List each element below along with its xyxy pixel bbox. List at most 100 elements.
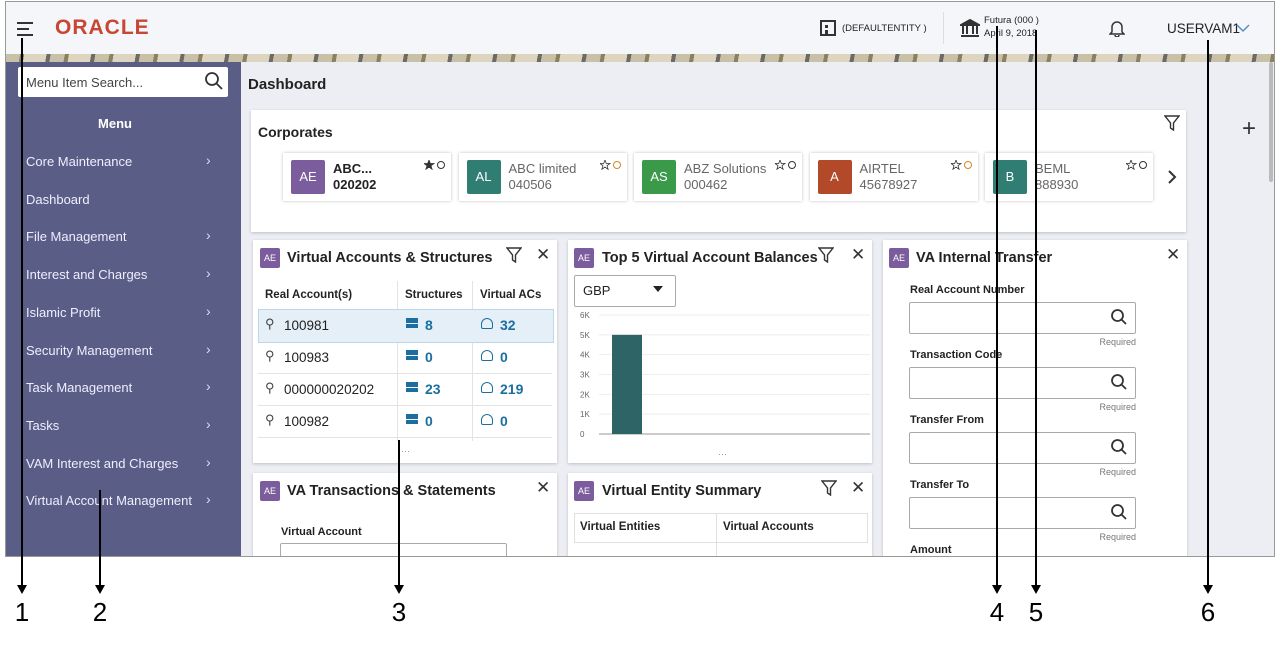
branch[interactable]: Futura (000 ) [984, 15, 1039, 26]
corporate-initials: A [817, 160, 852, 194]
field-label: Real Account Number [910, 284, 1025, 296]
favorite-icons[interactable] [424, 160, 446, 170]
menu-chevron: › [206, 152, 211, 168]
callout-arrowhead [95, 585, 105, 594]
favorite-icons[interactable] [775, 160, 797, 170]
menu-chevron: › [206, 227, 211, 244]
widget-title: Top 5 Virtual Account Balances [602, 250, 818, 266]
filter[interactable] [1164, 115, 1180, 131]
menu-chevron: › [206, 491, 211, 508]
virtual-acs-count[interactable]: 0 [500, 413, 508, 429]
widget-title: VA Transactions & Statements [287, 483, 496, 499]
search-icon[interactable] [205, 72, 223, 90]
structures-icon [406, 318, 418, 328]
search-icon[interactable] [1111, 439, 1127, 455]
close[interactable]: ✕ [851, 478, 866, 497]
corporate-id: 000462 [684, 177, 728, 192]
close[interactable]: ✕ [536, 478, 551, 497]
search-icon[interactable] [1111, 504, 1127, 520]
favorite-icons[interactable] [599, 160, 622, 170]
scrollbar[interactable] [1269, 62, 1273, 182]
vac-icon [481, 318, 493, 329]
real-account: 100981 [284, 318, 330, 333]
account-icon: ⚲ [265, 380, 275, 395]
col-divider [472, 281, 473, 441]
lookup-input[interactable] [909, 367, 1136, 399]
user-menu[interactable]: USERVAM1 [1167, 21, 1241, 36]
table-row[interactable] [258, 341, 552, 374]
menu-item[interactable]: Tasks [26, 417, 60, 433]
corporate-name: AIRTEL [859, 161, 905, 176]
structures-count[interactable]: 8 [425, 317, 433, 333]
menu-item[interactable]: Virtual Account Management [26, 493, 192, 509]
lookup-input[interactable] [909, 302, 1136, 334]
menu-search[interactable] [18, 67, 228, 97]
y-tick-label: 4K [580, 351, 590, 360]
summary-header [574, 513, 868, 543]
virtual-acs-count[interactable]: 32 [500, 317, 516, 333]
callout-arrowhead [1031, 585, 1041, 594]
menu-item[interactable]: Security Management [26, 342, 153, 358]
field-label: Transfer To [910, 479, 970, 491]
dashboard-title: Dashboard [248, 76, 327, 93]
balance-chart: 0 1K 2K 3K 4K 5K 6K ⋯ [580, 311, 870, 459]
callout-number: 5 [1029, 597, 1043, 627]
structures-count[interactable]: 0 [425, 349, 433, 365]
y-tick-label: 0 [580, 430, 585, 439]
widget-title: VA Internal Transfer [916, 250, 1053, 266]
structures-count[interactable]: 23 [425, 381, 441, 397]
required-hint: Required [1099, 402, 1136, 412]
menu-item[interactable]: Core Maintenance [26, 154, 133, 169]
add-widget[interactable]: + [1242, 115, 1257, 142]
menu-chevron: › [206, 340, 211, 357]
filter[interactable] [506, 247, 522, 263]
entity[interactable]: (DEFAULTENTITY ) [842, 23, 927, 34]
table-row[interactable] [258, 373, 552, 406]
menu-item[interactable]: Islamic Profit [26, 304, 101, 320]
menu-item[interactable]: File Management [26, 229, 127, 245]
menu-toggle[interactable] [17, 22, 35, 36]
structures-count[interactable]: 0 [425, 413, 433, 429]
currency-select[interactable] [574, 275, 676, 307]
text-input[interactable] [280, 543, 507, 556]
account-icon: ⚲ [265, 316, 275, 331]
column-header: Virtual ACs [480, 289, 542, 301]
virtual-acs-count[interactable]: 219 [500, 381, 524, 397]
next-cards[interactable] [1167, 170, 1177, 184]
close[interactable]: ✕ [536, 245, 551, 264]
corporate-id: 888930 [1035, 177, 1079, 192]
filter[interactable] [821, 480, 837, 496]
menu-title: Menu [98, 116, 132, 131]
favorite-icons[interactable] [950, 160, 973, 170]
entity-icon [820, 20, 836, 36]
lookup-input[interactable] [909, 432, 1136, 464]
brand: ORACLE [55, 16, 150, 39]
search-icon[interactable] [1111, 309, 1127, 325]
menu-item[interactable]: Interest and Charges [26, 267, 148, 283]
table-row[interactable] [258, 405, 552, 438]
corporate-name: ABC... [333, 161, 372, 176]
required-hint: Required [1099, 337, 1136, 347]
lookup-input[interactable] [909, 497, 1136, 529]
close[interactable]: ✕ [851, 245, 866, 264]
select-caret [653, 286, 663, 292]
favorite-icons[interactable] [1126, 160, 1148, 170]
menu-chevron: › [206, 415, 211, 432]
field-label: Virtual Account [281, 526, 362, 538]
filter[interactable] [818, 247, 834, 263]
user-caret [1236, 24, 1250, 33]
virtual-acs-count[interactable]: 0 [500, 349, 508, 365]
search-icon[interactable] [1111, 374, 1127, 390]
menu-item[interactable]: Task Management [26, 380, 133, 396]
column-header: Virtual Accounts [723, 521, 814, 533]
corporate-name: ABC limited [508, 161, 577, 176]
widget-badge: AE [574, 248, 594, 268]
structures-icon [406, 414, 418, 424]
close[interactable]: ✕ [1166, 245, 1181, 264]
widget-badge: AE [260, 481, 280, 501]
menu-item[interactable]: VAM Interest and Charges [26, 455, 179, 471]
notifications[interactable] [1109, 19, 1125, 37]
menu-item[interactable]: Dashboard [26, 191, 90, 207]
corporate-id: 020202 [333, 177, 377, 192]
